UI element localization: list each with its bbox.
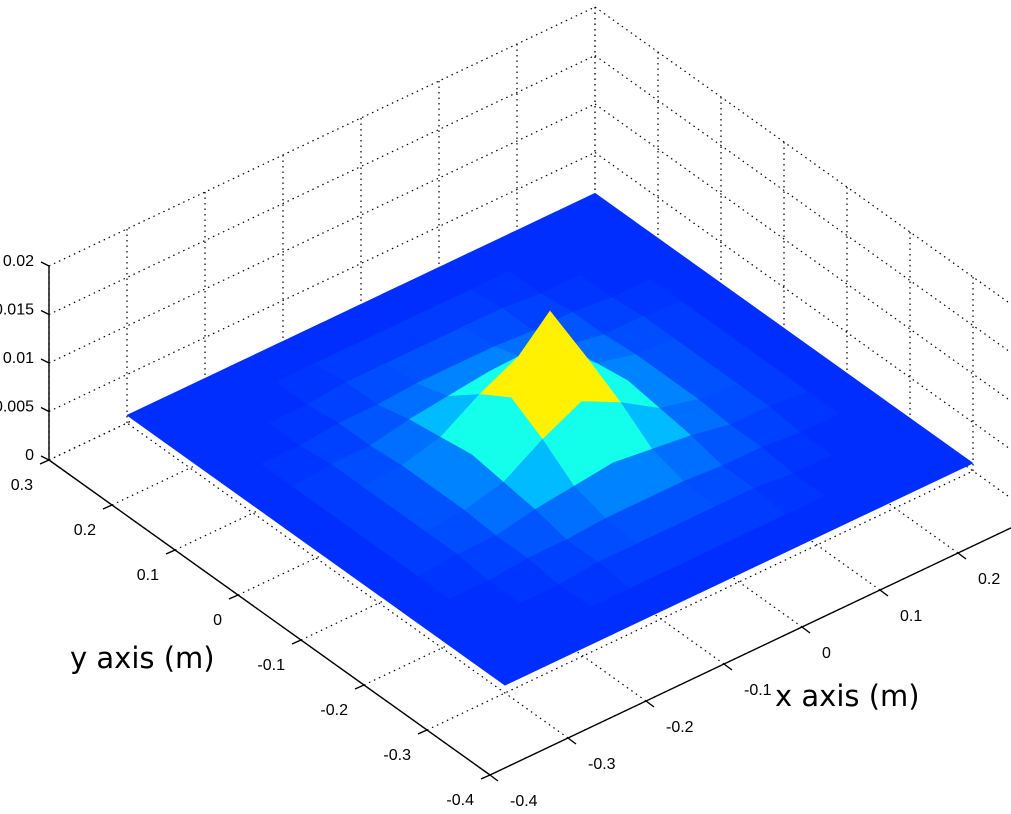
y-tick: [480, 774, 491, 780]
z-tick: [40, 455, 50, 461]
wall-grid-line: [594, 55, 1011, 354]
z-tick-label: 0.02: [3, 253, 34, 270]
wall-grid-line: [594, 103, 1011, 402]
x-tick: [801, 626, 811, 634]
surface-cell: [472, 643, 545, 686]
y-tick: [417, 729, 428, 735]
y-tick: [354, 684, 365, 690]
y-axis-line: [48, 459, 491, 776]
x-axis-line: [489, 527, 1011, 776]
floor-grid-line: [126, 422, 569, 739]
z-tick-label: 0.01: [3, 350, 34, 367]
wall-grid-line: [48, 6, 596, 267]
x-tick: [489, 774, 499, 782]
wall-grid-line: [594, 6, 1011, 305]
x-tick: [645, 700, 655, 708]
x-tick-label: 0: [822, 645, 831, 662]
y-tick-label: 0.3: [11, 477, 33, 494]
y-tick-label: -0.3: [383, 747, 411, 764]
x-tick: [957, 552, 967, 560]
x-tick-label: -0.3: [588, 756, 616, 773]
surface: [126, 192, 974, 686]
y-tick: [291, 639, 302, 645]
y-axis-title: y axis (m): [70, 641, 215, 675]
y-tick-label: 0.1: [137, 567, 159, 584]
z-tick-label: 0.015: [0, 302, 34, 319]
z-tick: [40, 309, 50, 316]
y-tick: [102, 504, 113, 510]
y-tick-label: 0: [213, 612, 222, 629]
y-tick-label: -0.4: [446, 792, 474, 809]
x-tick-label: -0.2: [666, 719, 694, 736]
wall-grid-line: [594, 152, 1011, 451]
y-tick-label: 0.2: [74, 522, 96, 539]
x-tick-label: 0.2: [978, 571, 1000, 588]
x-tick-label: -0.4: [510, 793, 538, 810]
x-tick: [723, 663, 733, 671]
z-tick: [40, 358, 50, 364]
y-tick-label: -0.2: [320, 702, 348, 719]
z-tick-label: 0: [25, 447, 34, 464]
axes: -0.4 -0.3 -0.2 -0.1 0 0.1 0.2 -0.4 -0.3 -0.2 -0.1 0…: [0, 253, 1011, 810]
x-tick-label: 0.1: [900, 608, 922, 625]
x-axis-title: x axis (m): [775, 679, 920, 713]
x-tick: [879, 589, 889, 597]
x-tick-label: -0.1: [744, 682, 772, 699]
x-tick: [567, 737, 577, 745]
z-tick: [40, 261, 50, 267]
y-tick: [39, 459, 50, 465]
y-tick: [165, 549, 176, 555]
y-tick-label: -0.1: [257, 657, 285, 674]
z-tick: [40, 406, 50, 413]
z-tick-label: 0.005: [0, 399, 34, 416]
y-tick: [228, 594, 239, 600]
